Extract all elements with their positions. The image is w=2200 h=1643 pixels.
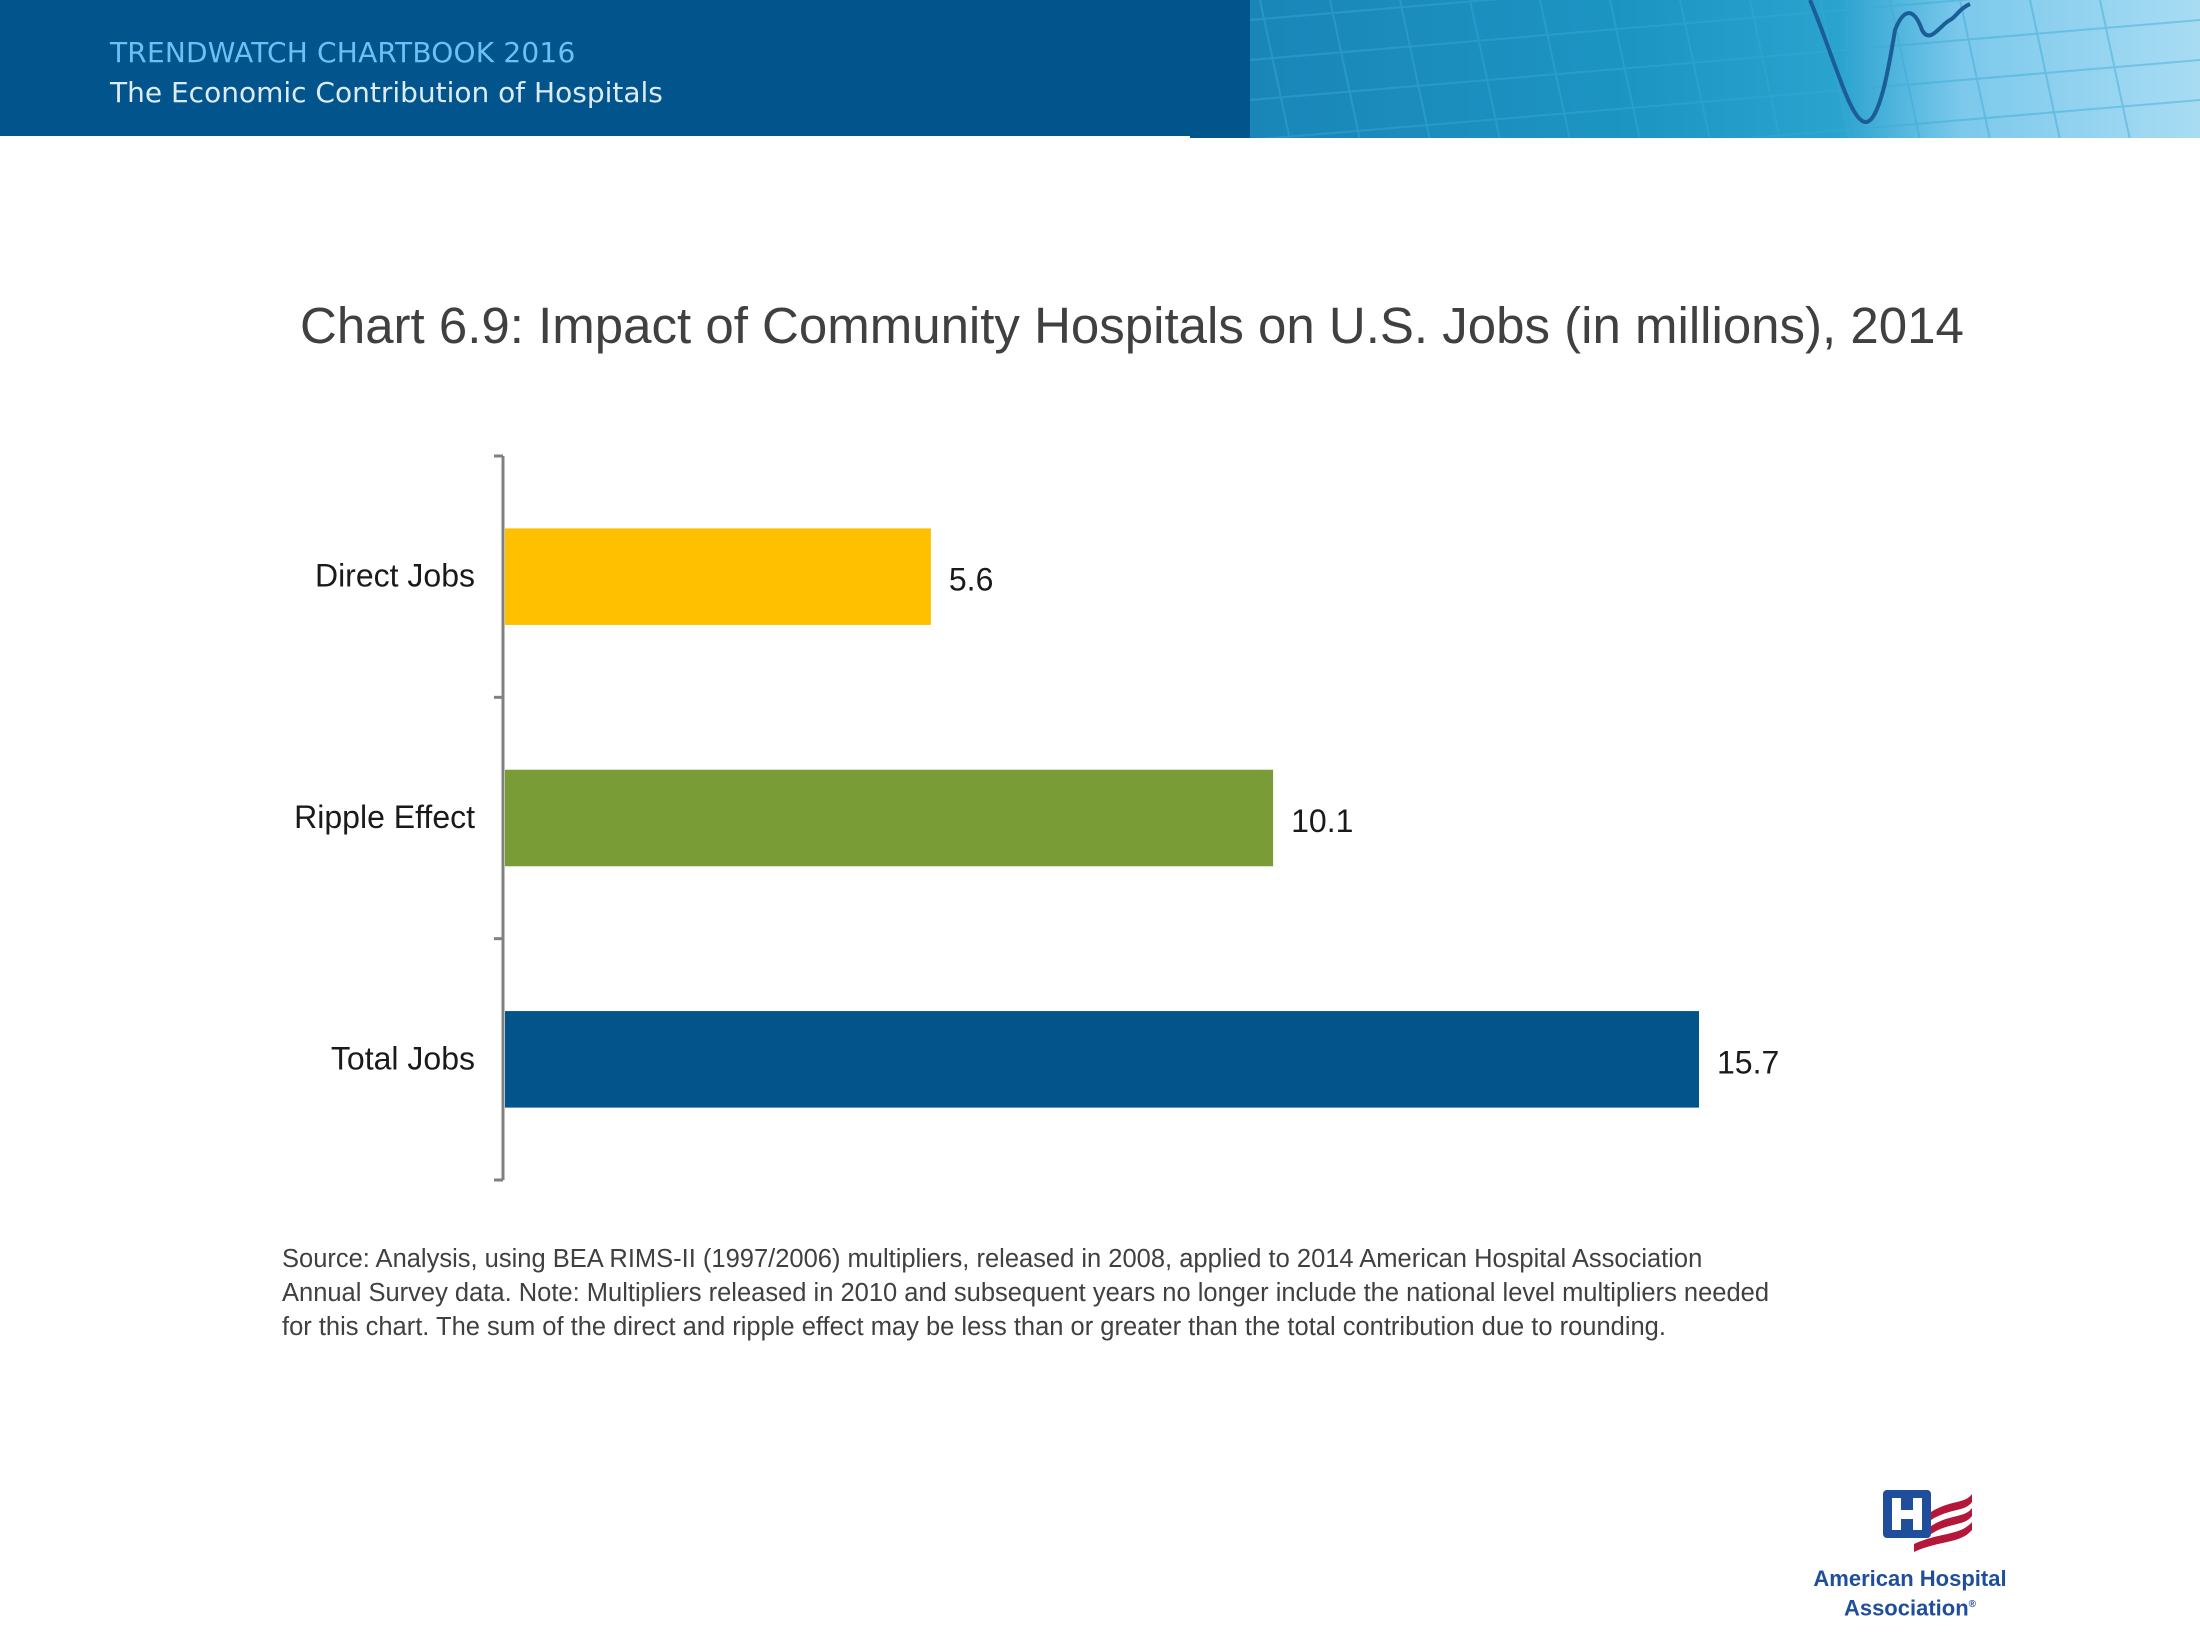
chartbook-subtitle: The Economic Contribution of Hospitals: [110, 76, 663, 109]
aha-wordmark-line2-text: Association: [1843, 1595, 1969, 1621]
value-label: 15.7: [1717, 1044, 1779, 1080]
aha-wordmark-line2: Association®: [1790, 1592, 2030, 1621]
header-divider: [1190, 134, 1250, 138]
aha-logo: American Hospital Association®: [1790, 1488, 2030, 1621]
hospital-h-flag-icon: [1883, 1490, 1972, 1552]
bar-direct-jobs: [505, 528, 931, 625]
category-label: Total Jobs: [331, 1040, 475, 1076]
value-label: 5.6: [949, 562, 993, 598]
chartbook-series-title: TRENDWATCH CHARTBOOK 2016: [110, 36, 576, 69]
value-label: 10.1: [1291, 803, 1353, 839]
ekg-grid-banner-image: [1250, 0, 2200, 138]
aha-wordmark: American Hospital Association®: [1790, 1566, 2030, 1621]
category-label: Ripple Effect: [294, 799, 475, 835]
registered-mark: ®: [1968, 1599, 1977, 1610]
category-label: Direct Jobs: [315, 558, 475, 594]
chart-title: Chart 6.9: Impact of Community Hospitals…: [300, 297, 1964, 354]
aha-wordmark-line1: American Hospital: [1813, 1566, 2007, 1591]
bar-ripple-effect: [505, 769, 1274, 867]
source-note: Source: Analysis, using BEA RIMS-II (199…: [282, 1245, 1770, 1341]
bar-total-jobs: [505, 1011, 1699, 1108]
